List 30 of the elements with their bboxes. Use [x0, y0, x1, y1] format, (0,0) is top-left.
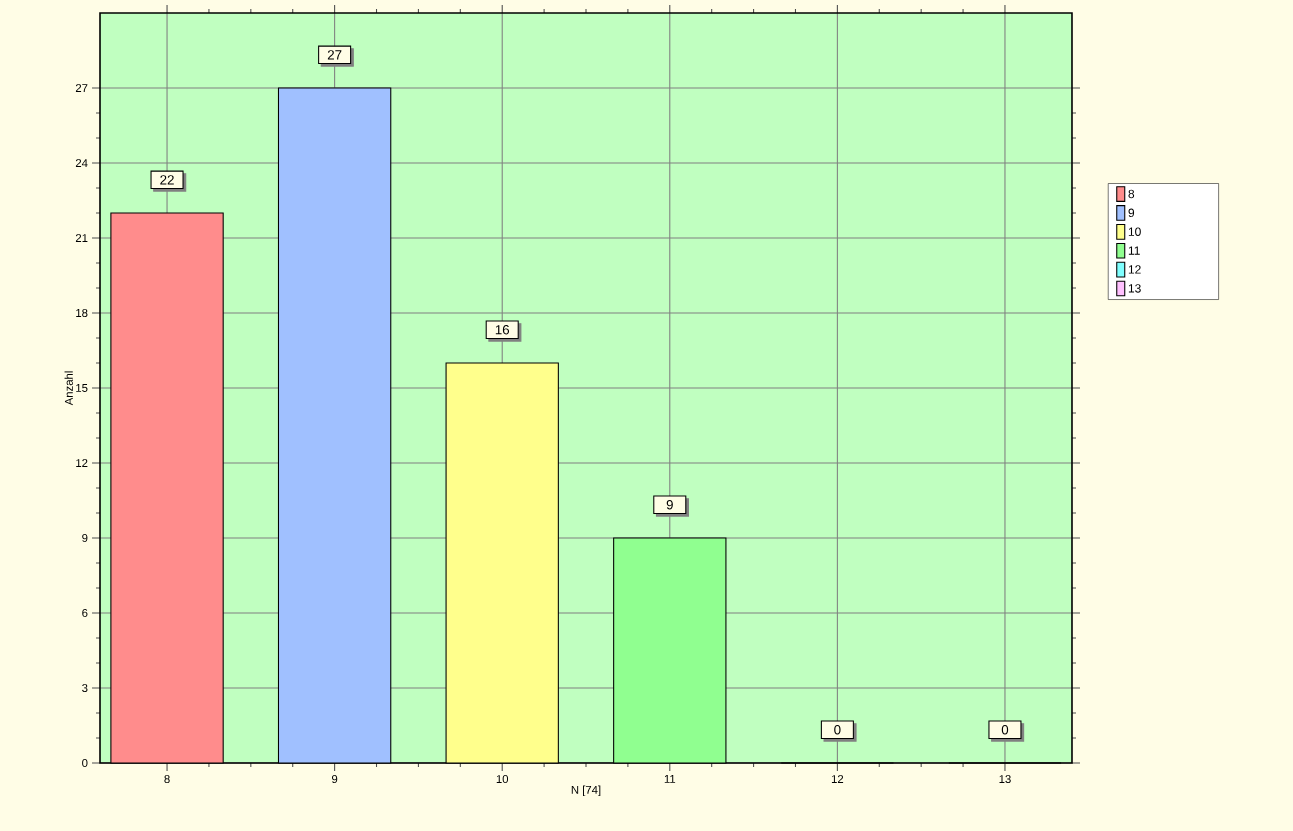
data-label: 0: [1001, 725, 1009, 735]
legend-label: 9: [1128, 208, 1135, 218]
legend-label: 11: [1128, 246, 1140, 255]
y-tick-label: 18: [76, 308, 88, 317]
data-label: 0: [834, 725, 841, 735]
data-label: 27: [327, 50, 342, 60]
y-tick-label: 3: [82, 683, 88, 692]
x-tick-label: 10: [496, 775, 509, 784]
legend-label: 10: [1128, 227, 1141, 236]
y-tick-label: 0: [82, 758, 88, 767]
y-tick-label: 15: [76, 384, 88, 392]
x-tick-label: 13: [999, 775, 1011, 784]
x-tick-label: 12: [831, 775, 844, 783]
y-tick-label: 12: [76, 459, 88, 467]
data-label: 9: [666, 500, 673, 510]
x-tick-label: 9: [331, 775, 338, 784]
legend-label: 12: [1128, 265, 1141, 274]
x-tick-label: 11: [664, 775, 676, 783]
y-tick-label: 6: [82, 608, 88, 617]
y-tick-label: 21: [75, 234, 88, 242]
legend-label: 13: [1128, 284, 1141, 293]
y-tick-label: 9: [82, 533, 88, 542]
data-label: 22: [160, 175, 174, 185]
y-tick-label: 27: [75, 84, 88, 92]
x-axis-title: N [74]: [571, 785, 601, 797]
legend-label: 8: [1128, 189, 1135, 199]
data-label: 16: [495, 325, 510, 335]
y-tick-label: 24: [75, 159, 88, 167]
y-axis-title: Anzahl: [64, 371, 73, 406]
x-tick-label: 8: [164, 775, 170, 784]
